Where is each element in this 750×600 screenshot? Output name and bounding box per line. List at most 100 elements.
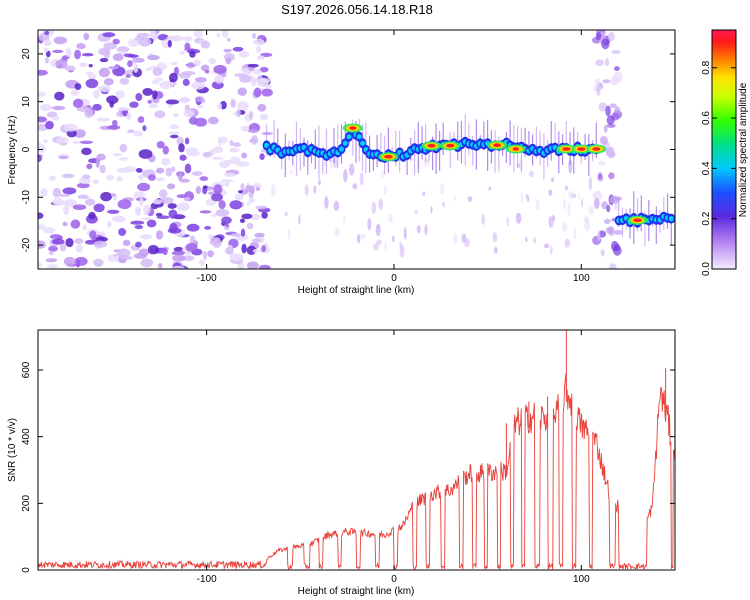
- noise-blob: [63, 256, 76, 267]
- edge-blob: [597, 172, 603, 180]
- noise-blob: [83, 32, 90, 41]
- snr-line: [38, 373, 675, 570]
- noise-blob: [167, 39, 172, 48]
- edge-blob: [600, 135, 608, 145]
- noise-blob: [122, 239, 131, 247]
- noise-blob: [139, 234, 153, 240]
- noise-blob: [126, 112, 132, 121]
- noise-blob: [195, 76, 207, 83]
- noise-blob: [178, 72, 191, 79]
- noise-blob: [186, 223, 200, 232]
- sparse-blob: [492, 232, 498, 243]
- colorbar-ticks: 0.0 0.2 0.4 0.6 0.8: [701, 60, 736, 276]
- noise-blob: [137, 116, 145, 124]
- snr-frame: [37, 329, 676, 571]
- noise-blob: [40, 188, 48, 197]
- sparse-blob: [568, 159, 573, 174]
- noise-blob: [58, 193, 71, 198]
- sparse-blob: [352, 183, 358, 190]
- sparse-blob: [568, 190, 574, 200]
- noise-blob: [171, 250, 185, 256]
- noise-blob: [89, 230, 97, 240]
- noise-blob: [110, 193, 116, 197]
- noise-blob: [261, 244, 266, 253]
- noise-blob: [169, 124, 179, 130]
- noise-blob: [142, 125, 147, 132]
- edge-blob: [593, 198, 600, 210]
- sparse-blob: [360, 233, 366, 240]
- sparse-blob: [414, 209, 418, 214]
- sparse-blob: [342, 215, 346, 223]
- noise-blob: [48, 245, 58, 252]
- snr-x-tick-label: 100: [573, 574, 590, 585]
- sparse-blob: [453, 195, 457, 201]
- noise-blob: [55, 59, 68, 69]
- sparse-blob: [313, 185, 317, 194]
- noise-blob: [92, 89, 100, 99]
- noise-blob: [250, 213, 261, 221]
- noise-blob: [185, 242, 198, 252]
- noise-blob: [135, 168, 143, 173]
- sparse-blob: [388, 213, 393, 223]
- noise-blob: [148, 174, 156, 181]
- noise-blob: [62, 206, 70, 216]
- sparse-blob: [520, 191, 524, 204]
- sparse-blob: [343, 169, 348, 183]
- noise-blob: [179, 50, 186, 55]
- sparse-blob: [333, 200, 340, 212]
- noise-blob: [172, 113, 179, 118]
- noise-blob: [211, 193, 223, 202]
- edge-blob: [606, 204, 611, 213]
- noise-blob: [246, 245, 257, 255]
- colorbar-tick-label: 0.2: [701, 211, 712, 225]
- noise-blob: [118, 227, 127, 237]
- noise-blob: [77, 194, 90, 200]
- snr-plot-area: [38, 330, 675, 570]
- sparse-blob: [356, 234, 361, 244]
- noise-blob: [127, 129, 135, 134]
- noise-blob: [96, 117, 111, 122]
- noise-blob: [253, 38, 265, 46]
- noise-blob: [92, 178, 99, 185]
- sparse-blob: [367, 218, 372, 231]
- noise-blob: [241, 152, 248, 159]
- noise-blob: [184, 42, 191, 51]
- noise-blob: [250, 135, 258, 145]
- noise-blob: [159, 80, 174, 90]
- noise-blob: [255, 205, 268, 210]
- noise-blob: [74, 83, 82, 91]
- snr-y-tick-label: 200: [21, 495, 32, 512]
- noise-blob: [53, 36, 68, 45]
- noise-blob: [194, 96, 205, 103]
- noise-blob: [237, 101, 249, 111]
- noise-blob: [215, 208, 230, 217]
- snr-panel: -100 0 100 0 200 400 600 Height of straight li…: [7, 329, 676, 597]
- noise-blob: [43, 39, 53, 46]
- noise-blob: [116, 167, 130, 174]
- noise-blob: [72, 140, 80, 145]
- noise-blob: [38, 91, 47, 97]
- noise-blob: [65, 237, 74, 248]
- noise-blob: [116, 176, 124, 182]
- sparse-blob: [284, 211, 289, 217]
- noise-blob: [261, 131, 274, 136]
- noise-blob: [212, 146, 224, 154]
- noise-blob: [241, 243, 247, 254]
- noise-blob: [226, 37, 231, 42]
- sparse-blob: [383, 185, 387, 196]
- ridge-inner: [346, 134, 352, 140]
- noise-blob: [248, 198, 256, 203]
- peak-center: [562, 147, 571, 151]
- sparse-blob: [564, 185, 568, 191]
- sparse-blob: [298, 214, 301, 226]
- noise-blob: [72, 98, 84, 108]
- noise-blob: [211, 156, 224, 160]
- sparse-blob: [481, 213, 486, 226]
- sparse-blob: [506, 216, 509, 227]
- sparse-blob: [464, 238, 470, 248]
- noise-blob: [43, 47, 49, 53]
- edge-blob: [601, 201, 608, 210]
- noise-blob: [51, 238, 65, 245]
- noise-blob: [119, 255, 133, 260]
